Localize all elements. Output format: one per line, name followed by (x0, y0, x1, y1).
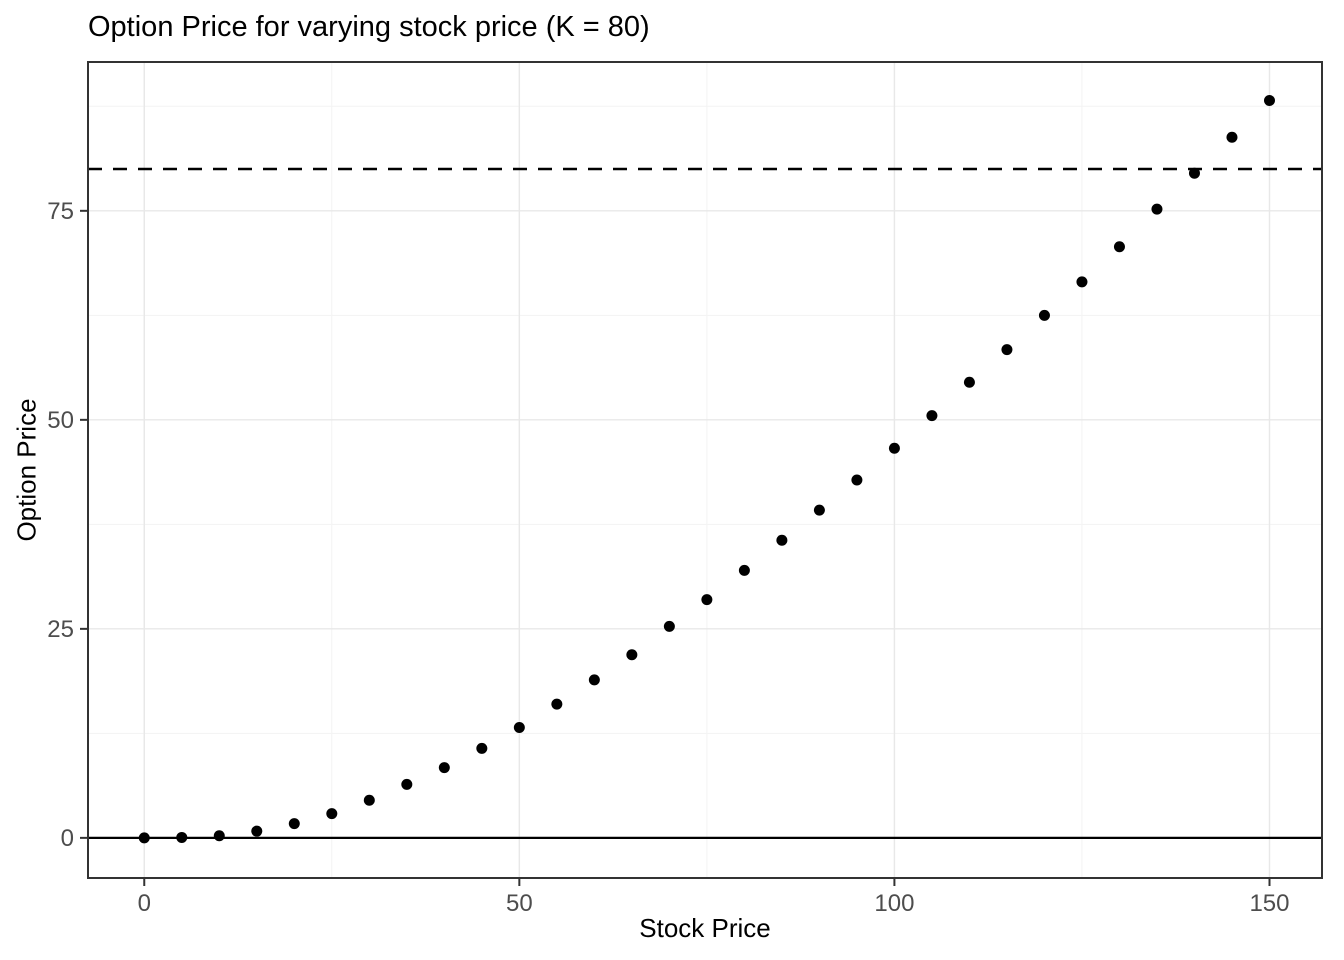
data-point (926, 410, 938, 422)
data-point (476, 742, 488, 754)
plot-panel (88, 62, 1322, 878)
y-tick-label: 75 (47, 198, 74, 225)
data-point (1113, 241, 1125, 253)
data-point (213, 830, 225, 842)
data-point (363, 794, 375, 806)
chart-title: Option Price for varying stock price (K … (88, 11, 650, 43)
data-point (176, 831, 188, 843)
data-point (1076, 276, 1088, 288)
data-point (401, 778, 413, 790)
y-axis-title: Option Price (11, 398, 42, 542)
data-point (626, 649, 638, 661)
x-axis-title: Stock Price (639, 913, 771, 943)
data-point (288, 818, 300, 830)
data-point (251, 825, 263, 837)
data-point (963, 376, 975, 388)
data-point (701, 594, 713, 606)
y-tick-label: 25 (47, 616, 74, 643)
x-tick-label: 150 (1249, 890, 1289, 917)
data-point (851, 474, 863, 486)
data-point (138, 832, 150, 844)
data-point (513, 722, 525, 734)
data-point (1001, 344, 1013, 356)
x-tick-label: 50 (506, 890, 533, 917)
data-point (326, 808, 338, 820)
y-tick-label: 50 (47, 407, 74, 434)
x-tick-label: 100 (874, 890, 914, 917)
x-tick-label: 0 (138, 890, 151, 917)
data-point (813, 504, 825, 516)
data-point (1151, 203, 1163, 215)
y-tick-label: 0 (61, 825, 74, 852)
data-point (1226, 131, 1238, 143)
data-point (888, 442, 900, 454)
data-point (1038, 309, 1050, 321)
data-point (1188, 167, 1200, 179)
data-point (588, 674, 600, 686)
data-point (776, 534, 788, 546)
data-point (738, 564, 750, 576)
data-point (663, 620, 675, 632)
data-point (438, 762, 450, 774)
panel-border (87, 61, 1323, 879)
data-point (551, 698, 563, 710)
data-point (1263, 94, 1275, 106)
